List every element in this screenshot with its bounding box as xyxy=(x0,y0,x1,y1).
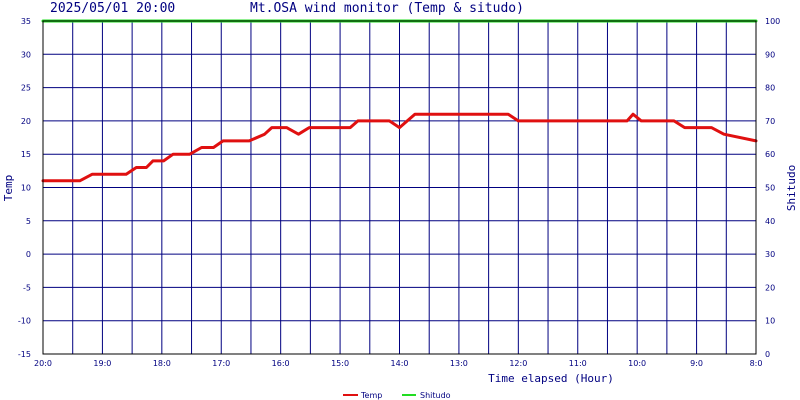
left-tick-label: 5 xyxy=(26,217,31,226)
x-axis-ticks: 20:0 19:0 18:0 17:0 16:0 15:0 14:0 13:0 12:0 11:0… xyxy=(34,359,762,368)
series-line-temp xyxy=(41,112,758,183)
chart-timestamp: 2025/05/01 20:00 xyxy=(50,1,175,16)
left-tick-label: 20 xyxy=(21,117,31,126)
x-tick-label: 10:0 xyxy=(628,359,646,368)
left-tick-label: 30 xyxy=(21,50,31,59)
right-tick-label: 60 xyxy=(765,150,775,159)
right-tick-label: 100 xyxy=(765,17,780,26)
x-tick-label: 12:0 xyxy=(509,359,527,368)
x-tick-label: 18:0 xyxy=(153,359,171,368)
x-tick-label: 9:0 xyxy=(690,359,703,368)
x-tick-label: 11:0 xyxy=(569,359,587,368)
x-tick-label: 19:0 xyxy=(93,359,111,368)
legend-label-shitudo: Shitudo xyxy=(420,391,451,400)
x-tick-label: 8:0 xyxy=(750,359,763,368)
left-tick-label: 15 xyxy=(21,150,31,159)
x-tick-label: 20:0 xyxy=(34,359,52,368)
x-tick-label: 17:0 xyxy=(212,359,230,368)
right-axis-label: Shitudo xyxy=(785,165,798,211)
plot-frame xyxy=(42,20,757,355)
right-tick-label: 20 xyxy=(765,283,775,292)
x-tick-label: 15:0 xyxy=(331,359,349,368)
left-tick-label: 35 xyxy=(21,17,31,26)
x-tick-label: 13:0 xyxy=(450,359,468,368)
x-tick-label: 16:0 xyxy=(272,359,290,368)
right-tick-label: 0 xyxy=(765,350,770,359)
right-tick-label: 10 xyxy=(765,317,775,326)
right-tick-label: 90 xyxy=(765,50,775,59)
legend-label-temp: Temp xyxy=(360,391,382,400)
chart-title: Mt.OSA wind monitor (Temp & situdo) xyxy=(250,1,524,16)
left-tick-label: -10 xyxy=(18,317,31,326)
x-axis-label: Time elapsed (Hour) xyxy=(488,372,614,385)
left-tick-label: -15 xyxy=(18,350,31,359)
left-tick-label: 25 xyxy=(21,84,31,93)
left-axis-ticks: 35 30 25 20 15 10 5 0 -5 -10 -15 xyxy=(18,17,31,359)
right-tick-label: 80 xyxy=(765,84,775,93)
left-tick-label: 0 xyxy=(26,250,31,259)
x-tick-label: 14:0 xyxy=(391,359,409,368)
left-axis-label: Temp xyxy=(2,175,15,202)
right-tick-label: 50 xyxy=(765,184,775,193)
right-tick-label: 30 xyxy=(765,250,775,259)
right-tick-label: 70 xyxy=(765,117,775,126)
right-tick-label: 40 xyxy=(765,217,775,226)
legend: Temp Shitudo xyxy=(343,391,451,400)
left-tick-label: 10 xyxy=(21,184,31,193)
left-tick-label: -5 xyxy=(23,283,31,292)
